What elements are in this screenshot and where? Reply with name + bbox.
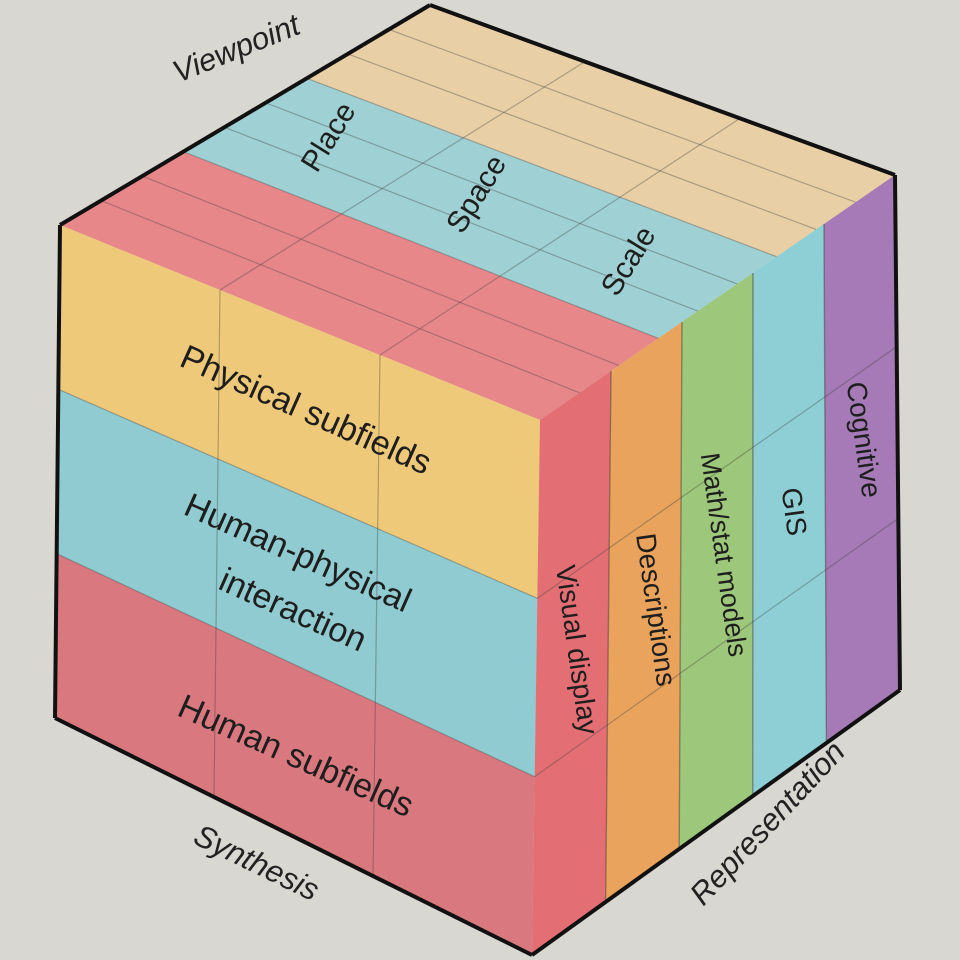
representation-band [752,224,827,796]
representation-band [679,273,753,849]
top-grid-line [100,199,580,394]
right-grid-line [823,223,828,744]
top-face-viewpoint [60,5,895,420]
top-grid-line [388,28,856,203]
cube-edge [893,174,902,691]
cube-edge [530,688,902,957]
front-grid-line [372,354,381,877]
cube-edge [58,3,432,227]
representation-band [605,322,682,902]
synthesis-band [55,553,535,955]
cube-outline [53,3,902,957]
right-grid-line [534,517,899,778]
top-grid-line [224,126,698,312]
right-grid-line [536,346,898,599]
top-grid-line [306,77,777,258]
synthesis-band [56,389,538,777]
right-grid-line [604,370,612,903]
axis-label-viewpoint: Viewpoint [167,6,306,89]
top-grid-line [347,53,817,231]
front-grid-line [213,289,221,798]
front-face-synthesis [55,225,541,955]
top-grid-line [219,61,586,291]
representation-label-gis: GIS [775,486,812,538]
cube-edge [53,224,62,719]
viewpoint-band [306,5,895,257]
right-face-representation [532,175,900,955]
front-grid-line [58,388,538,599]
top-grid-line [183,151,659,339]
top-grid-line [379,117,741,356]
top-grid-line [265,102,738,285]
representation-band [532,371,611,955]
grid-lines [56,28,899,903]
right-grid-line [678,321,683,850]
cube-edge [429,3,896,177]
top-grid-line [142,175,620,367]
viewpoint-band [60,151,659,420]
cube-edge [54,716,533,957]
synthesis-band [58,225,541,599]
representation-band [824,175,900,743]
front-grid-line [56,553,535,778]
viewpoint-band [183,78,777,339]
